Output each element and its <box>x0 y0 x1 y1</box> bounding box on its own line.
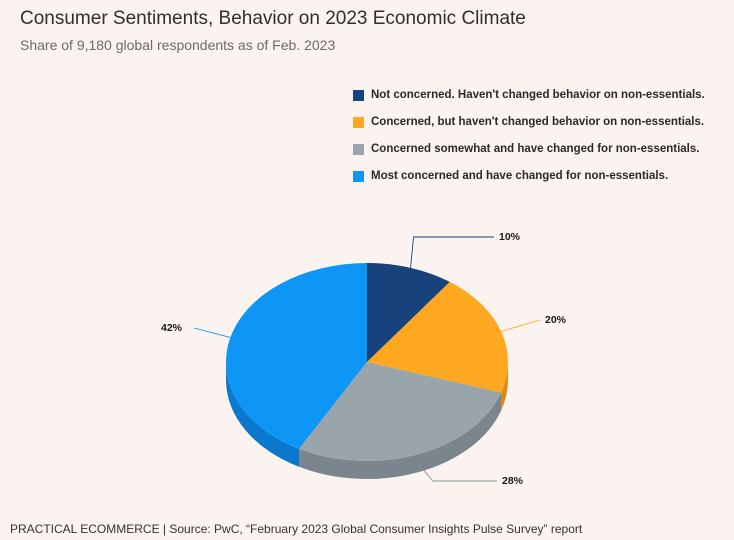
pie-slice[interactable] <box>225 263 367 449</box>
leader-line <box>418 464 497 482</box>
legend-label: Concerned, but haven't changed behavior … <box>371 116 705 128</box>
legend: Not concerned. Haven't changed behavior … <box>353 88 705 196</box>
legend-swatch <box>353 89 364 101</box>
data-label: 20% <box>545 314 567 326</box>
legend-label: Most concerned and have changed for non-… <box>371 170 669 182</box>
chart-subtitle: Share of 9,180 global respondents as of … <box>20 37 336 53</box>
chart-title: Consumer Sentiments, Behavior on 2023 Ec… <box>20 8 526 29</box>
pie-slice[interactable] <box>299 362 502 461</box>
legend-label: Not concerned. Haven't changed behavior … <box>371 89 705 101</box>
pie-slice-side <box>501 362 508 411</box>
legend-swatch <box>353 143 364 155</box>
pie-slice-side <box>299 392 502 479</box>
leader-line <box>193 327 231 338</box>
footer-source: PRACTICAL ECOMMERCE | Source: PwC, “Febr… <box>10 522 583 536</box>
legend-item[interactable]: Concerned somewhat and have changed for … <box>353 142 705 156</box>
pie-slice[interactable] <box>367 263 450 362</box>
data-label: 28% <box>502 475 524 487</box>
legend-swatch <box>353 116 364 128</box>
data-label: 42% <box>161 322 183 334</box>
leader-line <box>410 236 494 268</box>
legend-item[interactable]: Not concerned. Haven't changed behavior … <box>353 88 705 102</box>
pie-slice-side <box>226 362 300 467</box>
legend-label: Concerned somewhat and have changed for … <box>371 143 700 155</box>
legend-item[interactable]: Most concerned and have changed for non-… <box>353 169 705 183</box>
legend-swatch <box>353 170 364 182</box>
legend-item[interactable]: Concerned, but haven't changed behavior … <box>353 115 705 129</box>
data-label: 10% <box>499 231 521 243</box>
pie-slice[interactable] <box>367 281 508 393</box>
leader-line <box>500 319 541 332</box>
